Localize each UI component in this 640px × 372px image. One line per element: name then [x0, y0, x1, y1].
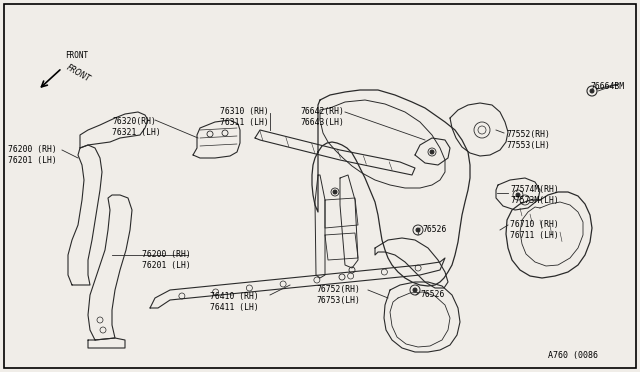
Text: 76200 (RH)
76201 (LH): 76200 (RH) 76201 (LH) — [142, 250, 191, 270]
Text: 76310 (RH)
76311 (LH): 76310 (RH) 76311 (LH) — [220, 107, 269, 127]
Text: A760 (0086: A760 (0086 — [548, 351, 598, 360]
Text: 76200 (RH)
76201 (LH): 76200 (RH) 76201 (LH) — [8, 145, 57, 165]
Text: 76710 (RH)
76711 (LH): 76710 (RH) 76711 (LH) — [510, 220, 559, 240]
Text: 76410 (RH)
76411 (LH): 76410 (RH) 76411 (LH) — [210, 292, 259, 312]
Text: FRONT: FRONT — [65, 63, 92, 84]
Text: 77574M(RH)
77573M(LH): 77574M(RH) 77573M(LH) — [510, 185, 559, 205]
Text: 76664BM: 76664BM — [591, 82, 625, 91]
Circle shape — [516, 193, 520, 197]
Circle shape — [430, 150, 434, 154]
Text: 76526: 76526 — [420, 290, 444, 299]
Text: 76642(RH)
76643(LH): 76642(RH) 76643(LH) — [300, 107, 344, 127]
Text: FRONT: FRONT — [65, 51, 88, 60]
Circle shape — [333, 190, 337, 194]
Circle shape — [413, 288, 417, 292]
Circle shape — [416, 228, 420, 232]
Text: 76320(RH)
76321 (LH): 76320(RH) 76321 (LH) — [112, 117, 161, 137]
Text: 77552(RH)
77553(LH): 77552(RH) 77553(LH) — [506, 130, 550, 150]
Text: 76526: 76526 — [422, 225, 446, 234]
Circle shape — [590, 89, 594, 93]
Text: 76752(RH)
76753(LH): 76752(RH) 76753(LH) — [316, 285, 360, 305]
